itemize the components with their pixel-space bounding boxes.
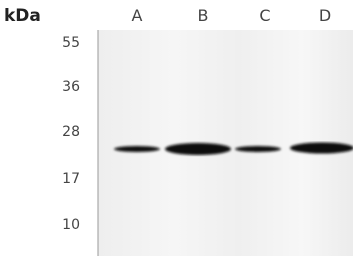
marker-label: 36 (40, 79, 80, 95)
band (235, 146, 281, 152)
lane-label: B (188, 6, 218, 25)
marker-label: 17 (40, 171, 80, 187)
band (165, 143, 231, 155)
unit-label: kDa (4, 6, 41, 26)
blot-figure: kDa A B C D 55 36 28 17 10 (0, 0, 353, 256)
lane-label: D (310, 6, 340, 25)
band (290, 143, 353, 154)
lane-label: C (250, 6, 280, 25)
marker-label: 55 (40, 35, 80, 51)
band (114, 146, 160, 152)
marker-label: 10 (40, 217, 80, 233)
lane-label: A (122, 6, 152, 25)
marker-label: 28 (40, 124, 80, 140)
